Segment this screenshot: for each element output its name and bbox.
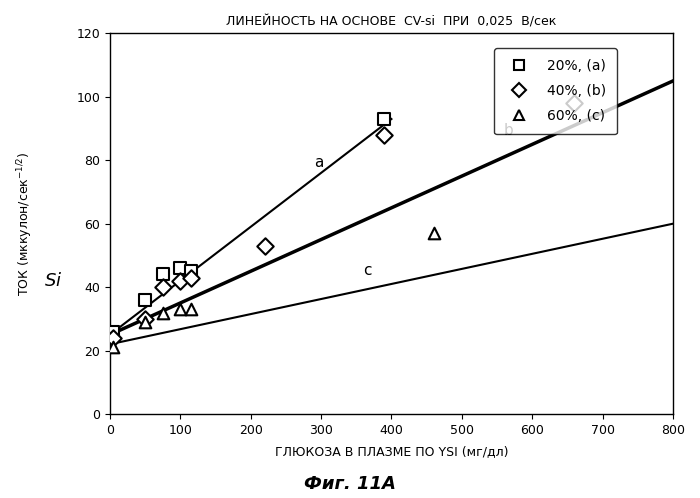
Point xyxy=(157,283,168,291)
X-axis label: ГЛЮКОЗА В ПЛАЗМЕ ПО YSI (мг/дл): ГЛЮКОЗА В ПЛАЗМЕ ПО YSI (мг/дл) xyxy=(274,445,508,458)
Point xyxy=(259,242,270,250)
Text: b: b xyxy=(504,123,514,138)
Point xyxy=(186,305,197,313)
Point xyxy=(108,344,119,352)
Point xyxy=(157,270,168,278)
Text: Фиг. 11А: Фиг. 11А xyxy=(304,475,396,493)
Text: c: c xyxy=(363,262,372,277)
Point xyxy=(186,267,197,275)
Point xyxy=(175,277,186,285)
Point xyxy=(569,99,580,107)
Legend: 20%, (a), 40%, (b), 60%, (c): 20%, (a), 40%, (b), 60%, (c) xyxy=(494,48,617,134)
Point xyxy=(108,334,119,342)
Point xyxy=(157,309,168,317)
Point xyxy=(139,315,150,323)
Point xyxy=(175,305,186,313)
Text: $Si$: $Si$ xyxy=(44,272,63,290)
Point xyxy=(379,115,390,123)
Point xyxy=(139,318,150,326)
Point xyxy=(108,328,119,336)
Point xyxy=(175,264,186,272)
Title: ЛИНЕЙНОСТЬ НА ОСНОВЕ  CV-si  ПРИ  0,025  В/сек: ЛИНЕЙНОСТЬ НА ОСНОВЕ CV-si ПРИ 0,025 В/с… xyxy=(226,15,556,28)
Point xyxy=(139,296,150,304)
Point xyxy=(379,131,390,139)
Y-axis label: ТОК (мккулон/сек$^{-1/2}$): ТОК (мккулон/сек$^{-1/2}$) xyxy=(15,151,34,296)
Point xyxy=(428,229,440,237)
Text: a: a xyxy=(314,155,323,170)
Point xyxy=(186,273,197,281)
